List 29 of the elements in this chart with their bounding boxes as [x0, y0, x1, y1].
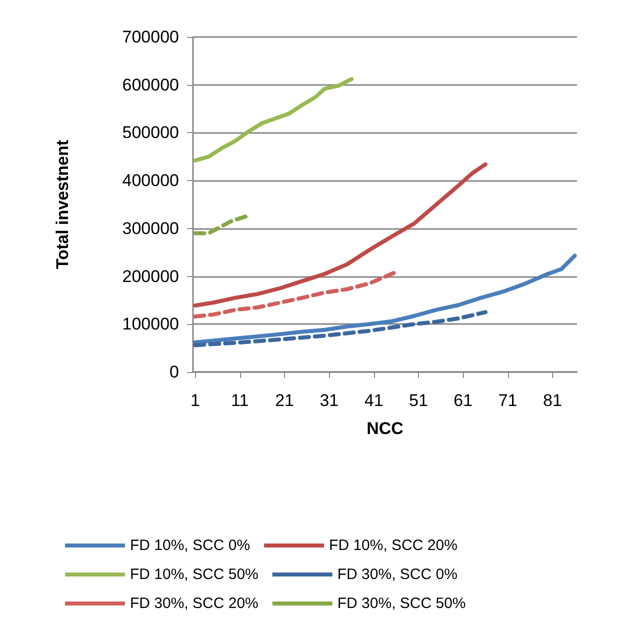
y-tick-label: 100000 — [122, 314, 179, 334]
x-tick-label: 61 — [454, 391, 473, 410]
y-axis-title: Total investnent — [53, 140, 72, 270]
x-tick-label: 71 — [498, 391, 518, 410]
line-series — [193, 310, 488, 348]
line-series — [193, 77, 354, 162]
legend-label: FD 30%, SCC 50% — [337, 595, 466, 612]
x-tick-label: 1 — [190, 391, 200, 410]
line-series — [193, 270, 398, 318]
legend-label: FD 30%, SCC 0% — [337, 566, 458, 583]
x-tick-label: 81 — [542, 391, 562, 410]
y-tick-label: 500000 — [122, 123, 179, 142]
line-series — [193, 162, 488, 308]
x-tick-label: 31 — [320, 391, 339, 410]
y-tick-label: 0 — [170, 362, 179, 382]
x-tick-label: 21 — [275, 391, 294, 410]
y-tick-label: 300000 — [122, 218, 179, 238]
x-axis-title: NCC — [366, 419, 404, 438]
legend-label: FD 10%, SCC 0% — [130, 537, 250, 554]
x-tick-label: 51 — [409, 391, 428, 410]
y-tick-label: 700000 — [122, 28, 179, 46]
y-tick-label: 200000 — [122, 266, 179, 286]
legend-label: FD 10%, SCC 20% — [329, 537, 458, 554]
x-tick-label: 11 — [231, 391, 249, 410]
x-tick-label: 41 — [364, 391, 384, 410]
legend-label: FD 30%, SCC 20% — [130, 595, 258, 612]
legend-label: FD 10%, SCC 50% — [130, 566, 258, 583]
y-tick-label: 600000 — [122, 75, 179, 94]
y-tick-label: 400000 — [122, 171, 179, 190]
